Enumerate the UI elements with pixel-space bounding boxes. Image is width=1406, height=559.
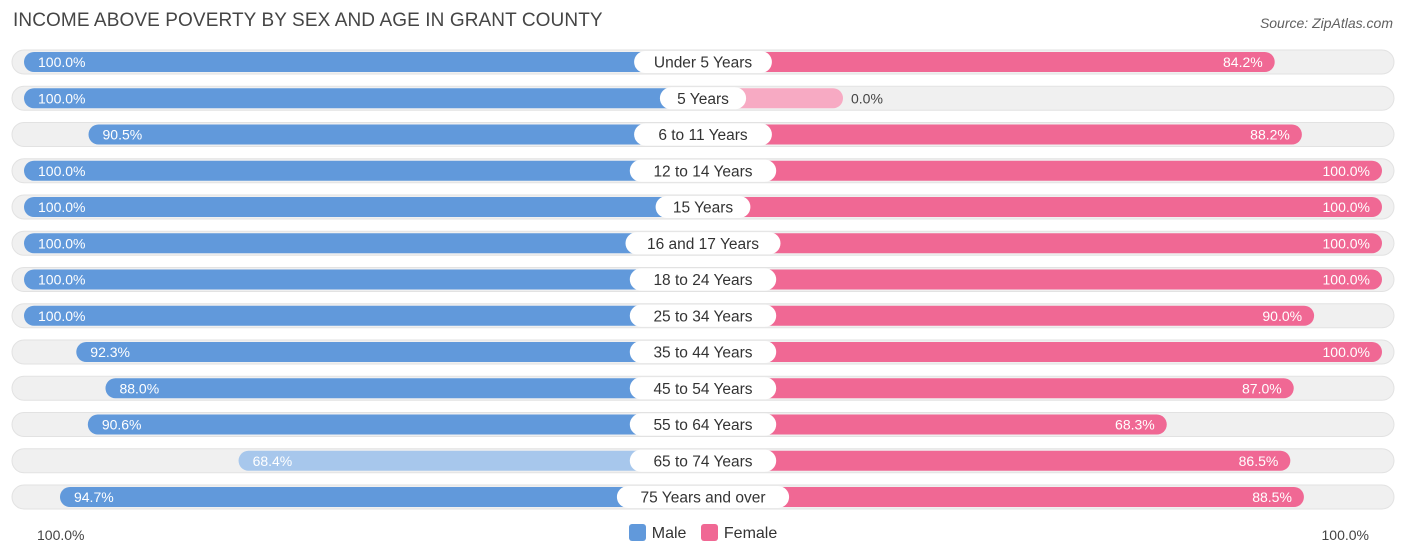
category-pill-under-5-years — [634, 51, 772, 73]
male-bar-35-to-44-years — [76, 342, 703, 362]
category-label-18-to-24-years: 18 to 24 Years — [653, 272, 752, 289]
category-pill-5-years — [659, 87, 747, 110]
female-value-label: 100.0% — [1323, 344, 1370, 360]
male-value-label: 100.0% — [38, 54, 85, 70]
female-value-label: 87.0% — [1242, 380, 1282, 396]
category-label-25-to-34-years: 25 to 34 Years — [653, 308, 752, 325]
category-pill-12-to-14-years — [629, 159, 777, 182]
male-value-label: 90.6% — [102, 417, 142, 433]
category-pill-35-to-44-years — [629, 341, 777, 363]
female-bar-under-5-years — [703, 52, 1275, 72]
male-value-label: 68.4% — [253, 453, 293, 469]
axis-left-label: 100.0% — [37, 527, 85, 543]
male-value-label: 100.0% — [38, 199, 85, 215]
chart-area: 100.0% 84.2% Under 5 Years 100.0% 0.0% 5 Year… — [11, 49, 1395, 510]
category-label-65-to-74-years: 65 to 74 Years — [653, 453, 752, 470]
category-label-under-5-years: Under 5 Years — [654, 55, 752, 72]
female-bar-55-to-64-years — [703, 414, 1167, 435]
male-bar-45-to-54-years — [105, 378, 704, 399]
male-bar-75-years-and-over — [59, 487, 703, 507]
female-value-label: 84.2% — [1223, 54, 1263, 70]
female-bar-12-to-14-years — [703, 160, 1382, 181]
legend-swatch-female — [700, 524, 718, 541]
legend-item-male[interactable]: Male — [628, 524, 687, 543]
male-bar-5-years — [24, 88, 703, 109]
male-bar-12-to-14-years — [24, 160, 703, 181]
male-value-label: 88.0% — [119, 380, 159, 396]
axis-right-label: 100.0% — [1321, 527, 1369, 543]
legend-swatch-male — [628, 524, 646, 541]
category-pill-75-years-and-over — [616, 486, 790, 508]
female-value-label: 100.0% — [1323, 199, 1370, 215]
category-label-15-years: 15 Years — [673, 200, 734, 217]
female-value-label: 88.2% — [1250, 127, 1290, 143]
legend-label-male: Male — [651, 525, 687, 542]
female-bar-16-and-17-years — [703, 233, 1382, 254]
male-bar-16-and-17-years — [24, 233, 703, 254]
category-label-55-to-64-years: 55 to 64 Years — [653, 417, 752, 434]
female-bar-18-to-24-years — [703, 269, 1382, 290]
male-value-label: 100.0% — [38, 308, 85, 324]
female-value-label: 88.5% — [1252, 489, 1292, 505]
male-bar-18-to-24-years — [24, 269, 703, 290]
category-label-5-years: 5 Years — [677, 91, 729, 108]
female-bar-65-to-74-years — [703, 450, 1291, 471]
category-pill-65-to-74-years — [629, 449, 777, 472]
male-bar-55-to-64-years — [87, 414, 704, 435]
female-bar-15-years — [703, 197, 1382, 217]
male-value-label: 100.0% — [38, 90, 85, 106]
female-bar-6-to-11-years — [703, 124, 1302, 145]
female-bar-45-to-54-years — [703, 378, 1294, 399]
female-bar-75-years-and-over — [703, 487, 1304, 507]
category-pill-25-to-34-years — [629, 304, 777, 327]
category-label-35-to-44-years: 35 to 44 Years — [653, 345, 752, 362]
female-value-label: 86.5% — [1239, 453, 1279, 469]
legend: Male Female — [0, 524, 1406, 543]
male-value-label: 94.7% — [74, 489, 114, 505]
male-value-label: 100.0% — [38, 163, 85, 179]
female-value-label: 90.0% — [1262, 308, 1302, 324]
category-pill-45-to-54-years — [629, 377, 777, 400]
category-pill-15-years — [655, 196, 751, 218]
category-pill-6-to-11-years — [634, 123, 772, 146]
category-label-12-to-14-years: 12 to 14 Years — [653, 163, 752, 180]
legend-label-female: Female — [723, 525, 778, 542]
male-bar-6-to-11-years — [88, 124, 703, 145]
category-label-6-to-11-years: 6 to 11 Years — [658, 127, 748, 144]
chart-title: INCOME ABOVE POVERTY BY SEX AND AGE IN G… — [13, 10, 603, 31]
source-label: Source: ZipAtlas.com — [1259, 15, 1393, 31]
female-value-label: 100.0% — [1323, 235, 1370, 251]
category-label-75-years-and-over: 75 Years and over — [641, 490, 766, 507]
male-bar-65-to-74-years — [238, 450, 703, 471]
category-pill-16-and-17-years — [625, 232, 781, 255]
male-bar-under-5-years — [24, 52, 703, 72]
male-bar-25-to-34-years — [24, 305, 703, 326]
category-pill-18-to-24-years — [629, 268, 777, 291]
male-value-label: 92.3% — [90, 344, 130, 360]
female-value-label: 100.0% — [1323, 163, 1370, 179]
category-label-16-and-17-years: 16 and 17 Years — [647, 236, 759, 253]
female-value-label: 100.0% — [1323, 272, 1370, 288]
male-value-label: 90.5% — [103, 127, 143, 143]
male-bar-15-years — [24, 197, 703, 217]
legend-item-female[interactable]: Female — [700, 524, 778, 543]
category-pill-55-to-64-years — [629, 413, 777, 436]
female-bar-25-to-34-years — [703, 305, 1315, 326]
category-label-45-to-54-years: 45 to 54 Years — [653, 381, 752, 398]
male-value-label: 100.0% — [38, 272, 85, 288]
female-bar-35-to-44-years — [703, 342, 1382, 362]
female-value-label: 0.0% — [851, 90, 883, 106]
female-value-label: 68.3% — [1115, 417, 1155, 433]
male-value-label: 100.0% — [38, 235, 85, 251]
